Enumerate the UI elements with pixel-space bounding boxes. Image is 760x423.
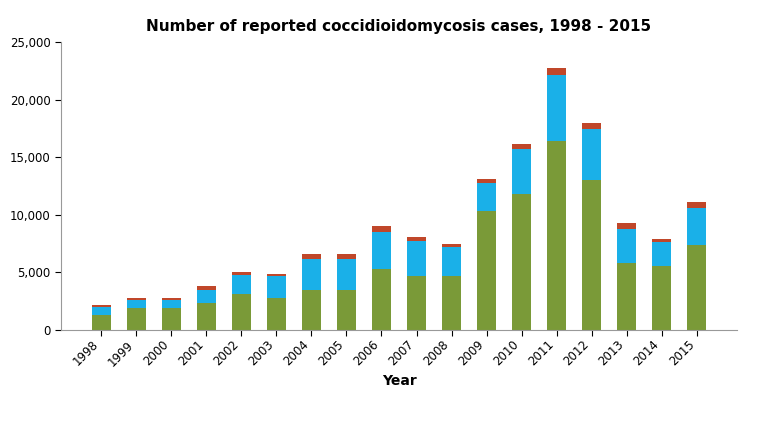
Bar [232,272,251,275]
Bar [302,254,321,258]
Bar [442,247,461,276]
Bar [512,194,531,330]
Bar [547,74,566,141]
Bar [687,208,707,245]
Bar [442,276,461,330]
Bar [232,275,251,294]
Bar [407,242,426,276]
Bar [617,263,636,330]
Bar [91,305,111,307]
Bar [547,68,566,74]
Bar [162,300,181,308]
Bar [407,237,426,242]
Bar [91,315,111,330]
Bar [372,269,391,330]
Bar [337,254,356,258]
Bar [442,244,461,247]
Bar [582,180,601,330]
Bar [127,300,146,308]
Bar [127,308,146,330]
Bar [407,276,426,330]
Bar [512,143,531,149]
Bar [477,183,496,212]
Bar [267,276,286,298]
Bar [617,223,636,229]
Bar [582,123,601,129]
Bar [127,298,146,300]
Bar [337,258,356,290]
Bar [687,245,707,330]
Bar [582,129,601,180]
Bar [547,141,566,330]
Bar [91,307,111,315]
Bar [197,303,216,330]
Bar [512,149,531,194]
Title: Number of reported coccidioidomycosis cases, 1998 - 2015: Number of reported coccidioidomycosis ca… [147,19,651,34]
Bar [372,232,391,269]
Bar [162,308,181,330]
Bar [302,258,321,290]
Bar [687,202,707,208]
Bar [477,179,496,183]
Bar [197,286,216,290]
Bar [652,266,671,330]
Bar [232,294,251,330]
X-axis label: Year: Year [382,374,416,388]
Bar [197,290,216,303]
Bar [652,239,671,242]
Bar [337,290,356,330]
Bar [162,298,181,300]
Bar [372,226,391,232]
Bar [302,290,321,330]
Bar [652,242,671,266]
Bar [267,298,286,330]
Bar [477,212,496,330]
Bar [267,274,286,276]
Bar [617,229,636,263]
